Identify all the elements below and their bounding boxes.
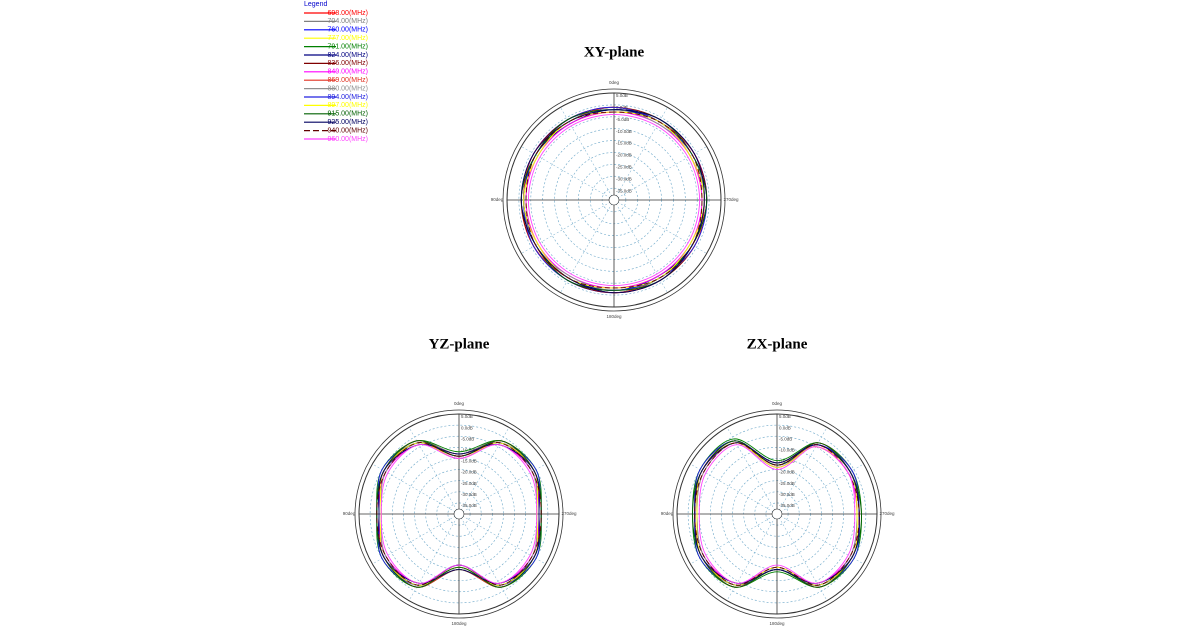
spoke (408, 513, 460, 601)
spoke (690, 463, 778, 515)
spoke (458, 513, 510, 601)
center-hole (453, 508, 465, 520)
r-tick-label: -15.0dB (461, 459, 477, 464)
legend-label: 880.00(MHz) (328, 85, 368, 92)
theta-tick-label: 180deg (451, 621, 467, 626)
legend-label: 849.00(MHz) (328, 69, 368, 76)
chart-title: ZX-plane (747, 336, 808, 352)
legend-label: 894.00(MHz) (328, 94, 368, 101)
spoke (613, 146, 707, 201)
spoke (560, 107, 615, 201)
spoke (776, 427, 828, 515)
legend-label: 760.00(MHz) (328, 27, 368, 34)
legend-label: 824.00(MHz) (328, 52, 368, 59)
spoke (458, 513, 546, 565)
pattern-line (378, 443, 540, 584)
theta-tick-label: 270deg (723, 197, 739, 202)
theta-tick-label: 90deg (661, 511, 674, 516)
r-tick-label: -15.0dB (779, 459, 795, 464)
r-tick-label: -25.0dB (779, 481, 795, 486)
spoke (776, 513, 864, 565)
theta-tick-label: 180deg (606, 314, 622, 319)
r-tick-label: -5.0dB (461, 436, 474, 441)
r-tick-label: 0.0dB (779, 425, 791, 430)
legend-label: 698.00(MHz) (328, 10, 368, 17)
legend-label: 869.00(MHz) (328, 77, 368, 84)
legend-title: Legend (304, 1, 327, 8)
r-tick-label: -20.0dB (461, 470, 477, 475)
theta-tick-label: 180deg (769, 621, 785, 626)
spoke (613, 199, 707, 254)
legend-label: 897.00(MHz) (328, 102, 368, 109)
outer-ring (354, 409, 564, 619)
spoke (521, 199, 615, 254)
pattern-line (527, 113, 701, 287)
r-tick-label: -10.0dB (616, 129, 632, 134)
legend-label: 925.00(MHz) (328, 119, 368, 126)
spoke (458, 463, 546, 515)
r-tick-label: -20.0dB (616, 153, 632, 158)
theta-tick-label: 270deg (879, 511, 895, 516)
outer-ring (672, 409, 882, 619)
spoke (372, 513, 460, 565)
pattern-line (525, 111, 703, 289)
spoke (776, 513, 828, 601)
theta-tick-label: 0deg (772, 401, 783, 406)
r-tick-label: 5.0dB (616, 93, 628, 98)
r-tick-label: -30.0dB (461, 492, 477, 497)
spoke (521, 146, 615, 201)
legend-label: 940.00(MHz) (328, 127, 368, 134)
pattern-line (380, 444, 538, 584)
r-tick-label: -20.0dB (779, 470, 795, 475)
chart-title: XY-plane (584, 44, 645, 60)
r-tick-label: 5.0dB (461, 414, 473, 419)
legend-label: 836.00(MHz) (328, 60, 368, 67)
center-hole (608, 194, 620, 206)
theta-tick-label: 0deg (609, 80, 620, 85)
r-tick-label: 0.0dB (461, 425, 473, 430)
legend-label: 777.00(MHz) (328, 35, 368, 42)
spoke (726, 427, 778, 515)
spoke (690, 513, 778, 565)
legend-label: 704.00(MHz) (328, 18, 368, 25)
legend-label: 791.00(MHz) (328, 43, 368, 50)
theta-tick-label: 0deg (454, 401, 465, 406)
spoke (372, 463, 460, 515)
r-tick-label: -30.0dB (616, 176, 632, 181)
spoke (613, 107, 668, 201)
spoke (560, 199, 615, 293)
pattern-line (694, 442, 860, 586)
spoke (408, 427, 460, 515)
r-tick-label: -30.0dB (779, 492, 795, 497)
spoke (613, 199, 668, 293)
r-tick-label: -35.0dB (461, 503, 477, 508)
theta-tick-label: 90deg (491, 197, 504, 202)
r-tick-label: -5.0dB (616, 117, 629, 122)
r-tick-label: -25.0dB (616, 165, 632, 170)
pattern-line (698, 444, 856, 584)
r-tick-label: -15.0dB (616, 141, 632, 146)
r-tick-label: -35.0dB (779, 503, 795, 508)
r-tick-label: -5.0dB (779, 436, 792, 441)
pattern-line (520, 109, 705, 294)
legend-label: 960.00(MHz) (328, 136, 368, 143)
spoke (458, 427, 510, 515)
chart-title: YZ-plane (429, 336, 490, 352)
theta-tick-label: 270deg (561, 511, 577, 516)
spoke (726, 513, 778, 601)
pattern-line (694, 442, 860, 584)
legend-label: 915.00(MHz) (328, 111, 368, 118)
r-tick-label: 5.0dB (779, 414, 791, 419)
r-tick-label: -10.0dB (779, 448, 795, 453)
r-tick-label: -35.0dB (616, 188, 632, 193)
r-tick-label: -25.0dB (461, 481, 477, 486)
outer-ring (502, 88, 726, 312)
theta-tick-label: 90deg (343, 511, 356, 516)
center-hole (771, 508, 783, 520)
spoke (776, 463, 864, 515)
